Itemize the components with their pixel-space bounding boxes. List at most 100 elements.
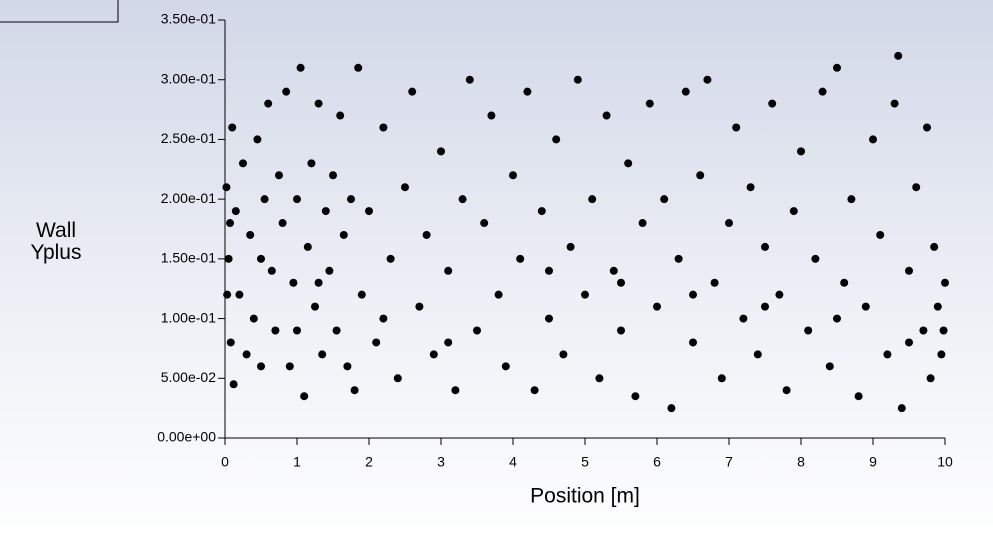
- point: [379, 314, 388, 323]
- point: [249, 314, 258, 323]
- x-tick-label: 6: [653, 454, 661, 470]
- point: [681, 87, 690, 96]
- point: [782, 386, 791, 395]
- point: [224, 254, 233, 263]
- point: [222, 183, 231, 192]
- point: [545, 266, 553, 275]
- point: [746, 183, 755, 192]
- point: [293, 195, 301, 204]
- y-tick-label: 1.00e-01: [161, 309, 216, 325]
- point: [631, 392, 640, 401]
- point: [789, 207, 798, 216]
- point: [624, 159, 633, 168]
- point: [289, 278, 298, 287]
- point: [275, 171, 283, 180]
- point: [347, 195, 355, 204]
- point: [876, 230, 885, 239]
- point: [566, 242, 575, 251]
- x-tick-label: 3: [437, 454, 445, 470]
- point: [307, 159, 316, 168]
- point: [939, 326, 948, 335]
- point: [303, 242, 312, 251]
- point: [689, 290, 697, 299]
- point: [897, 404, 906, 413]
- point: [253, 135, 262, 144]
- point: [278, 219, 287, 228]
- point: [530, 386, 539, 395]
- point: [869, 135, 877, 144]
- point: [725, 219, 733, 228]
- point: [321, 207, 330, 216]
- x-tick-label: 7: [725, 454, 733, 470]
- y-tick-label: 3.00e-01: [161, 70, 216, 86]
- point: [937, 350, 946, 359]
- y-tick-label: 1.50e-01: [161, 250, 216, 266]
- point: [595, 374, 604, 383]
- point: [638, 219, 647, 228]
- point: [753, 350, 762, 359]
- point: [926, 374, 935, 383]
- point: [617, 278, 625, 287]
- point: [930, 242, 939, 251]
- point: [833, 63, 841, 72]
- point: [739, 314, 748, 323]
- point: [465, 75, 474, 84]
- point: [246, 230, 255, 239]
- point: [797, 147, 805, 156]
- point: [260, 195, 269, 204]
- x-tick-label: 9: [869, 454, 877, 470]
- point: [311, 302, 319, 311]
- point: [487, 111, 496, 120]
- x-tick-label: 8: [797, 454, 805, 470]
- point: [804, 326, 813, 335]
- point: [293, 326, 301, 335]
- point: [226, 219, 235, 228]
- point: [231, 207, 240, 216]
- point: [703, 75, 712, 84]
- point: [357, 290, 366, 299]
- point: [314, 99, 323, 108]
- point: [228, 123, 237, 132]
- point: [516, 254, 525, 263]
- point: [775, 290, 784, 299]
- x-tick-label: 0: [221, 454, 229, 470]
- point: [732, 123, 741, 132]
- point: [318, 350, 327, 359]
- point: [552, 135, 561, 144]
- point: [689, 338, 697, 347]
- point: [861, 302, 870, 311]
- point: [336, 111, 345, 120]
- point: [825, 362, 834, 371]
- point: [372, 338, 381, 347]
- point: [854, 392, 863, 401]
- point: [761, 302, 769, 311]
- x-axis-label: Position [m]: [530, 485, 640, 508]
- point: [300, 392, 309, 401]
- point: [239, 159, 247, 168]
- point: [905, 338, 913, 347]
- point: [282, 87, 291, 96]
- point: [329, 171, 337, 180]
- point: [393, 374, 402, 383]
- point: [339, 230, 348, 239]
- point: [717, 374, 726, 383]
- point: [768, 99, 777, 108]
- point: [401, 183, 409, 192]
- point: [296, 63, 305, 72]
- point: [285, 362, 294, 371]
- point: [559, 350, 568, 359]
- y-tick-label: 2.50e-01: [161, 130, 216, 146]
- point: [923, 123, 931, 132]
- point: [444, 338, 453, 347]
- point: [386, 254, 395, 263]
- x-tick-label: 4: [509, 454, 517, 470]
- point: [229, 380, 238, 389]
- point: [264, 99, 273, 108]
- point: [617, 326, 625, 335]
- point: [242, 350, 251, 359]
- point: [674, 254, 683, 263]
- point: [437, 147, 445, 156]
- point: [818, 87, 827, 96]
